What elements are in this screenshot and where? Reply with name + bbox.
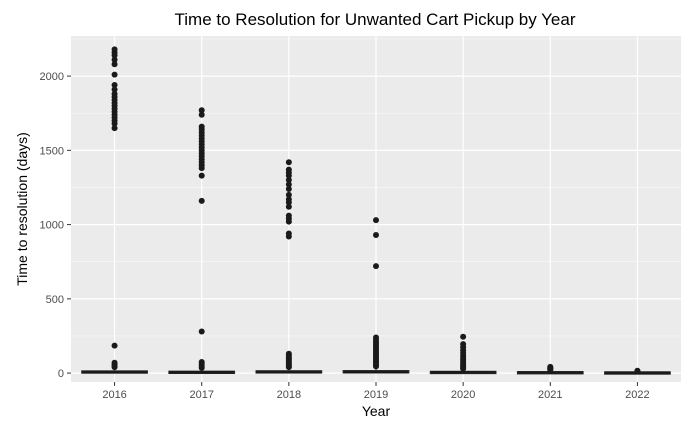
outlier-point (198, 111, 205, 118)
outlier-point (373, 231, 379, 238)
outlier-point (285, 172, 292, 179)
y-tick-labels: 0 500 1000 1500 2000 (40, 71, 71, 380)
grid (71, 36, 681, 382)
outlier-point (547, 366, 554, 373)
outlier-point (285, 199, 292, 206)
x-tick-label: 2021 (538, 389, 562, 401)
x-tick-label: 2017 (189, 389, 213, 401)
outlier-point (285, 181, 292, 188)
outlier-point (111, 82, 118, 89)
outlier-point (111, 52, 118, 59)
y-tick-label: 1500 (40, 145, 64, 157)
outlier-point (198, 107, 205, 114)
x-tick-labels: 2016 2017 2018 2019 2020 2021 2022 (102, 382, 650, 401)
y-tick-label: 0 (58, 368, 64, 380)
outlier-point (111, 56, 118, 63)
outlier-point (285, 203, 292, 210)
outlier-point (111, 342, 118, 349)
outlier-point (634, 368, 641, 375)
outlier-point (285, 159, 292, 166)
x-axis-title: Year (362, 403, 391, 419)
outlier-point (373, 263, 379, 270)
outlier-point (198, 328, 205, 335)
outlier-point (460, 333, 467, 340)
outlier-point (373, 363, 379, 370)
outlier-point (285, 233, 292, 240)
x-tick-label: 2018 (277, 389, 301, 401)
outlier-point (111, 71, 118, 78)
outlier-point (111, 86, 118, 93)
outlier-point (285, 364, 292, 371)
outlier-point (460, 365, 467, 372)
y-tick-label: 1000 (40, 220, 64, 232)
outlier-point (198, 165, 205, 172)
outlier-point (373, 217, 379, 224)
outlier-point (111, 61, 118, 68)
outlier-point (198, 364, 205, 371)
outlier-point (111, 125, 118, 132)
outlier-point (198, 172, 205, 179)
x-tick-label: 2016 (102, 389, 126, 401)
y-tick-label: 2000 (40, 71, 64, 83)
outlier-point (285, 185, 292, 192)
outlier-point (198, 197, 205, 204)
x-tick-label: 2022 (625, 389, 649, 401)
x-tick-label: 2019 (364, 389, 388, 401)
outlier-point (285, 177, 292, 184)
y-tick-label: 500 (46, 294, 64, 306)
outlier-point (111, 120, 118, 127)
outlier-points (111, 46, 641, 375)
chart-title: Time to Resolution for Unwanted Cart Pic… (175, 10, 576, 29)
x-tick-label: 2020 (451, 389, 475, 401)
outlier-point (285, 218, 292, 225)
boxplots (81, 367, 671, 375)
outlier-point (285, 191, 292, 198)
y-axis-title: Time to resolution (days) (14, 132, 30, 286)
outlier-point (111, 364, 118, 371)
